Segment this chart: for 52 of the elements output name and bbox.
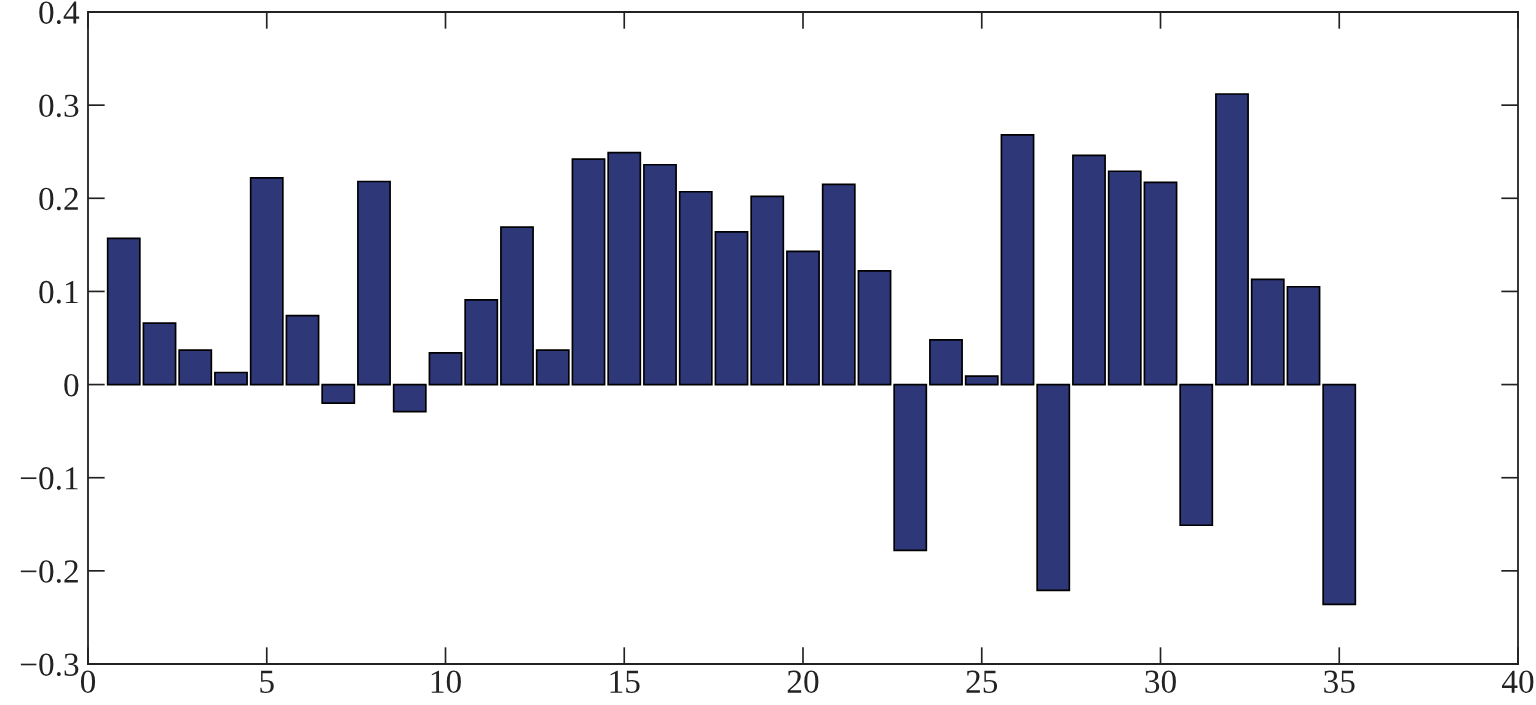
bar: [1250, 278, 1285, 386]
bar: [285, 314, 320, 386]
y-tick-label: −0.2: [20, 560, 78, 583]
bar: [786, 250, 820, 386]
y-tick-label: 0.2: [39, 187, 78, 211]
bar: [178, 349, 213, 386]
y-tick-label: 0.3: [39, 94, 79, 118]
bar: [321, 383, 356, 405]
bar: [643, 163, 677, 386]
x-tick-label: 15: [610, 670, 640, 694]
bar: [535, 349, 570, 386]
bar: [1036, 383, 1071, 592]
x-tick-label: 30: [1145, 670, 1176, 694]
bar: [1000, 134, 1035, 386]
bar: [1072, 154, 1106, 386]
x-tick-label: 10: [431, 670, 461, 694]
bar: [249, 176, 284, 386]
bar: [1322, 383, 1357, 606]
bar: [857, 270, 892, 386]
bar: [714, 230, 749, 386]
bar: [1143, 181, 1178, 386]
bar: [500, 226, 534, 386]
bar: [1179, 383, 1214, 527]
y-tick-label: −0.3: [20, 653, 79, 677]
bar: [750, 195, 785, 386]
bar: [106, 237, 141, 386]
y-tick-label: −0.1: [20, 467, 78, 490]
bar: [607, 151, 642, 386]
bar: [392, 383, 427, 413]
bar: [571, 158, 606, 386]
bar: [1215, 93, 1249, 386]
x-tick-label: 40: [1501, 670, 1534, 694]
x-tick-label: 35: [1324, 670, 1355, 694]
bar: [893, 383, 928, 552]
bar: [821, 183, 856, 386]
bar: [357, 180, 391, 386]
bar: [964, 375, 999, 386]
y-tick-label: 0.4: [39, 1, 80, 25]
bar: [428, 352, 463, 386]
x-tick-label: 0: [80, 670, 96, 694]
bar: [464, 298, 499, 386]
y-tick-label: 0.1: [39, 280, 78, 304]
x-tick-label: 20: [787, 670, 819, 694]
bar: [142, 322, 177, 386]
bar: [1107, 170, 1142, 386]
x-tick-label: 5: [260, 670, 274, 694]
y-tick-label: 0: [64, 373, 79, 397]
x-tick-label: 25: [966, 670, 998, 694]
bar: [929, 339, 963, 386]
bar: [214, 371, 248, 386]
bar: [1286, 285, 1321, 386]
bar: [678, 190, 713, 386]
